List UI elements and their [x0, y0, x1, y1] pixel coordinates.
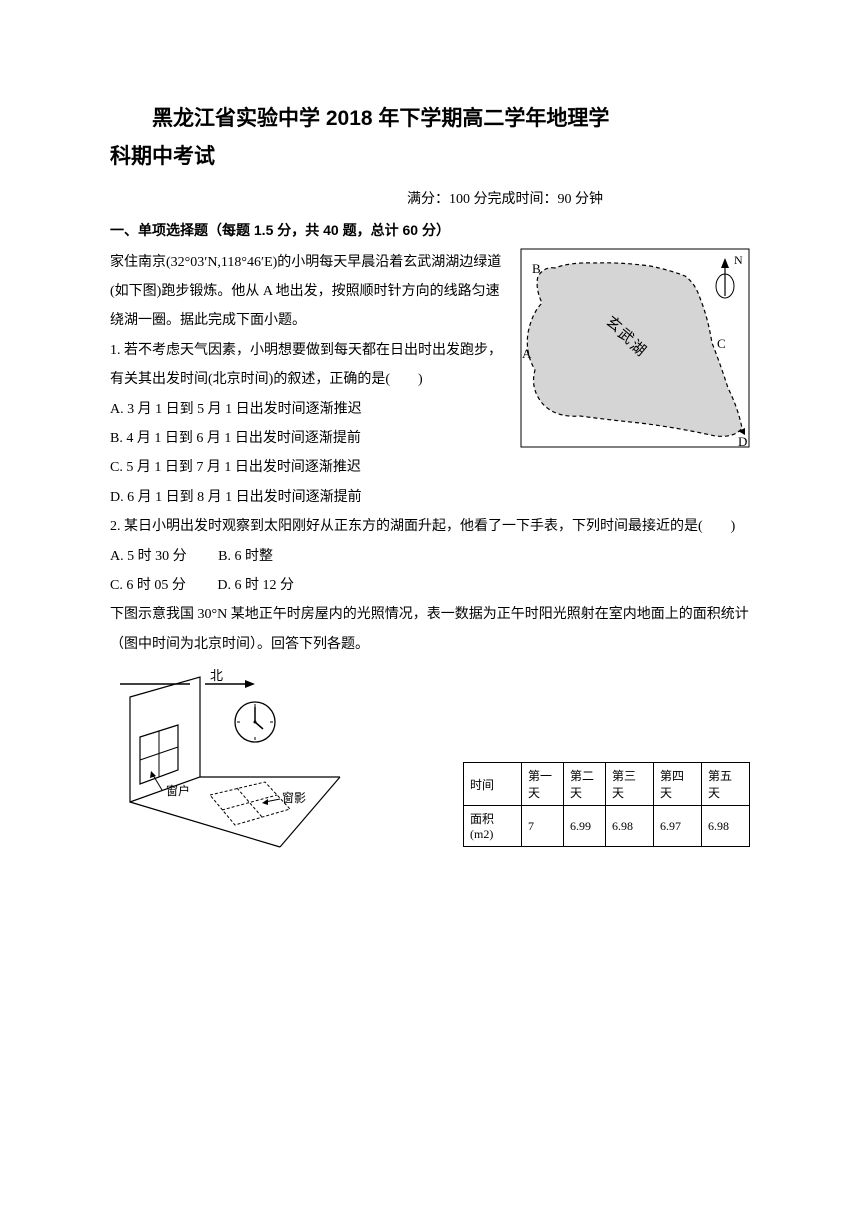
- th-day4: 第四天: [654, 763, 702, 806]
- content-wrapper: B A C D 玄 武 湖 N 家住南京(32°03′N,118°46′E)的小…: [110, 248, 750, 857]
- passage2-text: 下图示意我国 30°N 某地正午时房屋内的光照情况，表一数据为正午时阳光照射在室…: [110, 600, 750, 659]
- title-line-2: 科期中考试: [110, 138, 750, 176]
- cell-5: 6.98: [702, 806, 750, 847]
- table-header-row: 时间 第一天 第二天 第三天 第四天 第五天: [464, 763, 750, 806]
- cell-4: 6.97: [654, 806, 702, 847]
- q2-options-ab: A. 5 时 30 分 B. 6 时整: [110, 542, 750, 571]
- room-diagram: 北 窗户 窗影: [110, 667, 355, 857]
- q1-option-d: D. 6 月 1 日到 8 月 1 日出发时间逐渐提前: [110, 483, 750, 512]
- shadow-text: 窗影: [282, 791, 306, 805]
- q2-option-d: D. 6 时 12 分: [217, 578, 294, 593]
- label-d: D: [738, 434, 747, 448]
- th-day2: 第二天: [564, 763, 606, 806]
- cell-3: 6.98: [606, 806, 654, 847]
- xuanwu-lake-map: B A C D 玄 武 湖 N: [520, 248, 750, 448]
- area-data-table: 时间 第一天 第二天 第三天 第四天 第五天 面积(m2) 7 6.99 6.9…: [463, 762, 750, 847]
- th-time: 时间: [464, 763, 522, 806]
- label-c: C: [717, 336, 726, 351]
- cell-1: 7: [522, 806, 564, 847]
- th-day1: 第一天: [522, 763, 564, 806]
- cell-2: 6.99: [564, 806, 606, 847]
- row-label: 面积(m2): [464, 806, 522, 847]
- page-title: 黑龙江省实验中学 2018 年下学期高二学年地理学 科期中考试: [110, 100, 750, 176]
- q2-option-a: A. 5 时 30 分: [110, 549, 187, 564]
- label-a: A: [522, 346, 532, 361]
- th-day3: 第三天: [606, 763, 654, 806]
- north-text: 北: [210, 668, 223, 683]
- exam-subtitle: 满分：100 分完成时间：90 分钟: [110, 188, 750, 208]
- bottom-section: 北 窗户 窗影: [110, 667, 750, 857]
- table-data-row: 面积(m2) 7 6.99 6.98 6.97 6.98: [464, 806, 750, 847]
- label-b: B: [532, 261, 541, 276]
- window-text: 窗户: [166, 783, 190, 798]
- q2-options-cd: C. 6 时 05 分 D. 6 时 12 分: [110, 571, 750, 600]
- north-label: N: [734, 253, 743, 267]
- section-header: 一、单项选择题（每题 1.5 分，共 40 题，总计 60 分）: [110, 220, 750, 240]
- q2-option-c: C. 6 时 05 分: [110, 578, 186, 593]
- title-line-1: 黑龙江省实验中学 2018 年下学期高二学年地理学: [110, 100, 750, 138]
- th-day5: 第五天: [702, 763, 750, 806]
- compass-icon: N: [716, 253, 743, 298]
- q1-option-c: C. 5 月 1 日到 7 月 1 日出发时间逐渐推迟: [110, 453, 750, 482]
- q2-option-b: B. 6 时整: [218, 549, 273, 564]
- q2-stem: 2. 某日小明出发时观察到太阳刚好从正东方的湖面升起，他看了一下手表，下列时间最…: [110, 512, 750, 541]
